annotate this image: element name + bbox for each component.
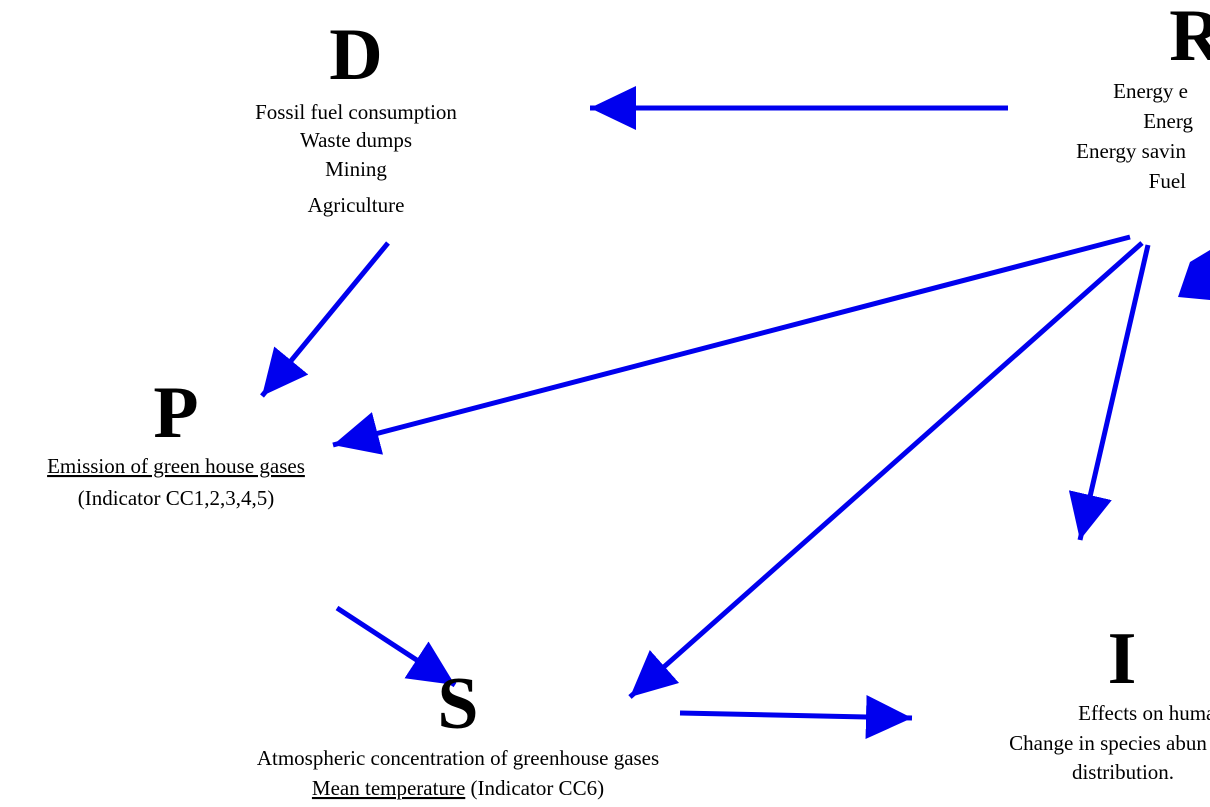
node-line: Agriculture xyxy=(308,193,405,217)
underlined-text: Mean temperature xyxy=(312,776,465,800)
node-line: Energ xyxy=(1143,109,1193,133)
arrow xyxy=(679,695,913,740)
node-line: Atmospheric concentration of greenhouse … xyxy=(257,746,659,770)
arrows xyxy=(260,86,1210,740)
arrow xyxy=(260,241,390,398)
node-letter: R xyxy=(1169,0,1210,77)
node-line: Waste dumps xyxy=(300,128,412,152)
node-line: (Indicator CC1,2,3,4,5) xyxy=(78,486,275,510)
text: (Indicator CC6) xyxy=(465,776,604,800)
arrow xyxy=(332,234,1131,455)
node-line: Change in species abun xyxy=(1009,731,1207,755)
node-letter: D xyxy=(329,14,382,96)
node-line: Mean temperature (Indicator CC6) xyxy=(312,776,604,800)
node-line: Fossil fuel consumption xyxy=(255,100,457,124)
arrow xyxy=(335,605,457,688)
arrow xyxy=(1068,244,1151,541)
node-line: Fuel xyxy=(1149,169,1187,193)
node-line: Mining xyxy=(325,157,387,181)
arrow xyxy=(628,241,1144,699)
node-line: Effects on human xyxy=(1078,701,1210,725)
arrow-head xyxy=(1178,250,1210,300)
node-line: Energy e xyxy=(1113,79,1188,103)
node-letter: I xyxy=(1108,618,1137,700)
node-letter: S xyxy=(437,663,478,745)
node-line: Energy savin xyxy=(1076,139,1186,163)
node-line: distribution. xyxy=(1072,760,1174,784)
node-letter: P xyxy=(153,372,198,454)
node-line: Emission of green house gases xyxy=(47,454,305,478)
